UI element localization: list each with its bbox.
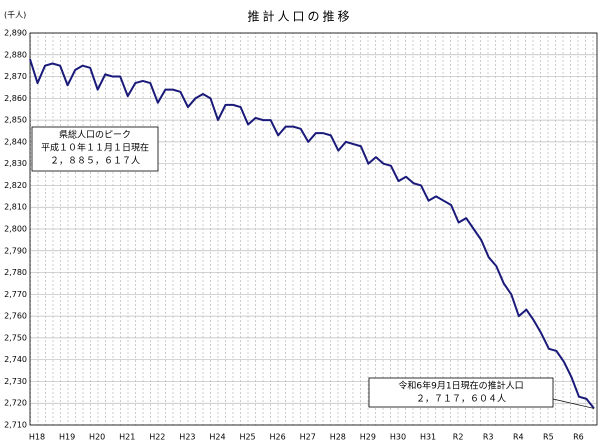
x-tick-label: R2 bbox=[453, 433, 464, 442]
y-tick-label: 2,830 bbox=[4, 159, 27, 168]
y-tick-label: 2,780 bbox=[4, 268, 27, 277]
annotation-box bbox=[368, 377, 554, 408]
y-tick-label: 2,790 bbox=[4, 246, 27, 255]
x-tick-label: R6 bbox=[573, 433, 584, 442]
x-tick-label: H30 bbox=[390, 433, 406, 442]
x-tick-label: H26 bbox=[270, 433, 286, 442]
data-line bbox=[29, 58, 595, 410]
annotation-text: ２，８８５，６１７人 bbox=[50, 156, 140, 167]
y-tick-label: 2,870 bbox=[4, 72, 27, 81]
x-tick-label: H31 bbox=[420, 433, 436, 442]
x-tick-label: R5 bbox=[543, 433, 554, 442]
y-tick-label: 2,820 bbox=[4, 181, 27, 190]
y-tick-label: 2,810 bbox=[4, 203, 27, 212]
chart-title: 推計人口の推移 bbox=[247, 9, 352, 24]
plot-frame bbox=[29, 32, 598, 426]
y-tick-label: 2,750 bbox=[4, 333, 27, 342]
y-tick-label: 2,710 bbox=[4, 421, 27, 430]
annotation-text: 県総人口のピーク bbox=[59, 129, 131, 141]
y-tick-label: 2,860 bbox=[4, 94, 27, 103]
x-tick-label: H19 bbox=[59, 433, 75, 442]
x-tick-label: H20 bbox=[89, 433, 105, 442]
y-tick-label: 2,890 bbox=[4, 29, 27, 38]
y-tick-label: 2,880 bbox=[4, 50, 27, 59]
leader-line bbox=[552, 398, 595, 409]
annotation-text: 平成１０年１１月１日現在 bbox=[41, 142, 149, 154]
annotation-text: 令和6年9月1日現在の推計人口 bbox=[398, 380, 523, 392]
x-tick-label: R4 bbox=[513, 433, 524, 442]
y-tick-label: 2,850 bbox=[4, 116, 27, 125]
x-tick-label: H21 bbox=[119, 433, 135, 442]
x-tick-label: H18 bbox=[29, 433, 45, 442]
y-tick-label: 2,740 bbox=[4, 355, 27, 364]
x-tick-label: R3 bbox=[483, 433, 494, 442]
x-tick-label: H24 bbox=[209, 433, 225, 442]
y-tick-label: 2,760 bbox=[4, 312, 27, 321]
x-tick-label: H29 bbox=[360, 433, 376, 442]
y-tick-label: 2,800 bbox=[4, 225, 27, 234]
x-tick-label: H25 bbox=[239, 433, 255, 442]
y-tick-label: 2,720 bbox=[4, 399, 27, 408]
x-tick-label: H22 bbox=[149, 433, 165, 442]
annotation-box bbox=[31, 126, 159, 172]
annotation-text: ２，７１７，６０４人 bbox=[416, 394, 506, 405]
y-tick-label: 2,730 bbox=[4, 377, 27, 386]
y-tick-label: 2,840 bbox=[4, 137, 27, 146]
x-tick-label: H23 bbox=[179, 433, 195, 442]
y-tick-label: 2,770 bbox=[4, 290, 27, 299]
x-tick-label: H28 bbox=[330, 433, 346, 442]
y-unit-label: (千人) bbox=[4, 10, 26, 20]
x-tick-label: H27 bbox=[300, 433, 316, 442]
